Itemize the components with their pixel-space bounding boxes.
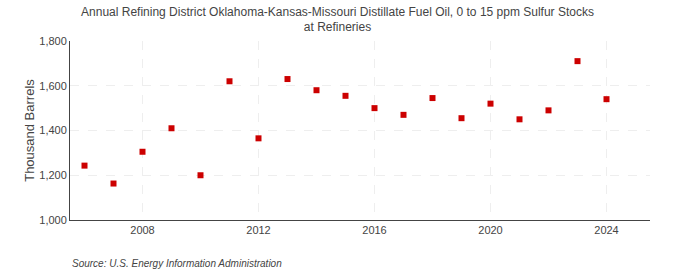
svg-text:Source: U.S. Energy Informatio: Source: U.S. Energy Information Administ… xyxy=(72,258,282,269)
svg-text:Thousand Barrels: Thousand Barrels xyxy=(22,79,37,182)
svg-text:1,600: 1,600 xyxy=(39,80,67,92)
svg-text:2024: 2024 xyxy=(594,224,618,236)
svg-text:1,400: 1,400 xyxy=(39,124,67,136)
svg-text:1,800: 1,800 xyxy=(39,35,67,47)
svg-text:2016: 2016 xyxy=(362,224,386,236)
svg-text:1,000: 1,000 xyxy=(39,214,67,226)
svg-text:2020: 2020 xyxy=(478,224,502,236)
svg-text:2008: 2008 xyxy=(130,224,154,236)
svg-text:2012: 2012 xyxy=(246,224,270,236)
svg-text:1,200: 1,200 xyxy=(39,169,67,181)
svg-text:Annual Refining District Oklah: Annual Refining District Oklahoma-Kansas… xyxy=(81,5,594,35)
